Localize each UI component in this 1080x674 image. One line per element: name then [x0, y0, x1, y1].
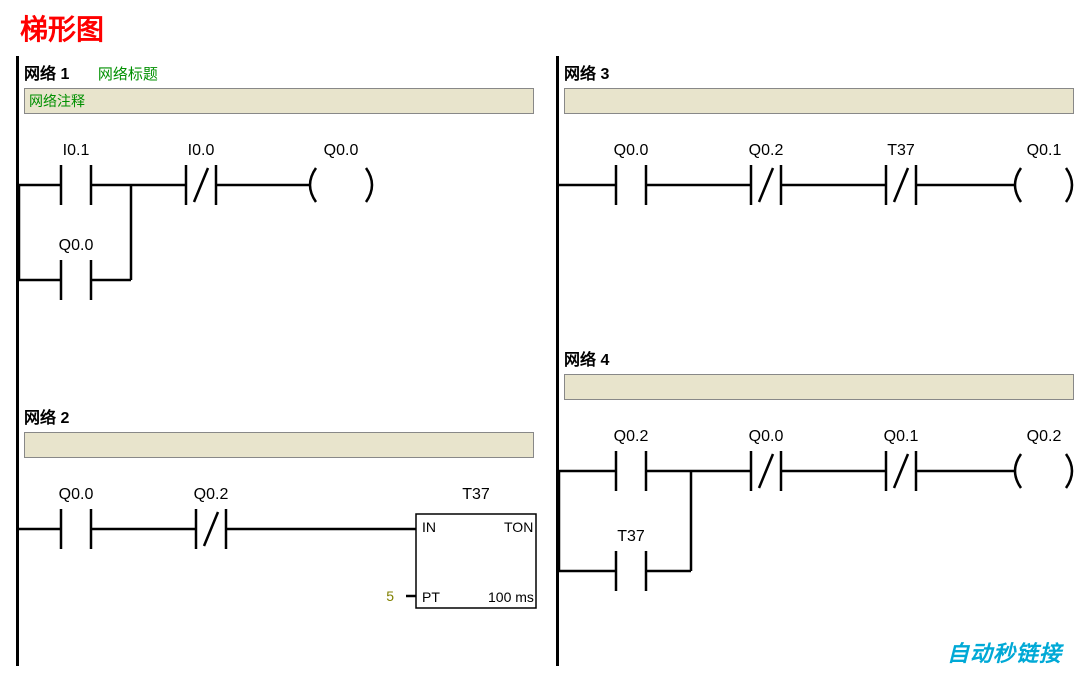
net3-rung: Q0.0 Q0.2 T37 Q0.1	[556, 120, 1080, 240]
n4-c2-addr: Q0.0	[749, 428, 784, 445]
n1-c3-addr: Q0.0	[59, 237, 94, 254]
net2-comment	[24, 432, 534, 458]
n2-timer-name: T37	[462, 486, 490, 503]
net2-rung: Q0.0 Q0.2 T37 IN TON PT 100 ms 5	[16, 464, 540, 644]
net2-header: 网络 2	[24, 404, 534, 458]
n3-c3-addr: T37	[887, 142, 915, 159]
net1-comment: 网络注释	[24, 88, 534, 114]
n1-coil-addr: Q0.0	[324, 142, 359, 159]
n3-coil-addr: Q0.1	[1027, 142, 1062, 159]
n2-c1-addr: Q0.0	[59, 486, 94, 503]
n4-c4-addr: T37	[617, 528, 645, 545]
n4-c1-addr: Q0.2	[614, 428, 649, 445]
watermark: 自动秒链接	[947, 636, 1062, 668]
n2-timer-pt: PT	[422, 589, 440, 605]
net1-header: 网络 1 网络标题 网络注释	[24, 60, 534, 114]
n1-c2-addr: I0.0	[188, 142, 215, 159]
n2-timer-in: IN	[422, 519, 436, 535]
n3-c1-addr: Q0.0	[614, 142, 649, 159]
net1-label: 网络 1	[24, 66, 69, 83]
net4-label: 网络 4	[564, 352, 609, 369]
diagram-columns: 网络 1 网络标题 网络注释 I0.1 I0.0 Q0.0	[0, 56, 1080, 666]
net3-header: 网络 3	[564, 60, 1074, 114]
n2-c2-addr: Q0.2	[194, 486, 229, 503]
net1-title: 网络标题	[98, 66, 158, 83]
net2-label: 网络 2	[24, 410, 69, 427]
net4-header: 网络 4	[564, 346, 1074, 400]
net4-rung: Q0.2 Q0.0 Q0.1 Q0.2 T37	[556, 406, 1080, 626]
n2-timer-tb: 100 ms	[488, 589, 534, 605]
net1-rung: I0.1 I0.0 Q0.0 Q0.0	[16, 120, 536, 330]
n4-coil-addr: Q0.2	[1027, 428, 1062, 445]
n2-timer-type: TON	[504, 519, 533, 535]
left-column: 网络 1 网络标题 网络注释 I0.1 I0.0 Q0.0	[0, 56, 540, 666]
net3-label: 网络 3	[564, 66, 609, 83]
net3-comment	[564, 88, 1074, 114]
right-column: 网络 3 Q0.0 Q0.2 T37 Q0.1	[540, 56, 1080, 666]
net4-comment	[564, 374, 1074, 400]
n2-timer-ptval: 5	[386, 588, 394, 604]
n4-c3-addr: Q0.1	[884, 428, 919, 445]
n1-c1-addr: I0.1	[63, 142, 90, 159]
page-title: 梯形图	[0, 0, 1080, 56]
n3-c2-addr: Q0.2	[749, 142, 784, 159]
